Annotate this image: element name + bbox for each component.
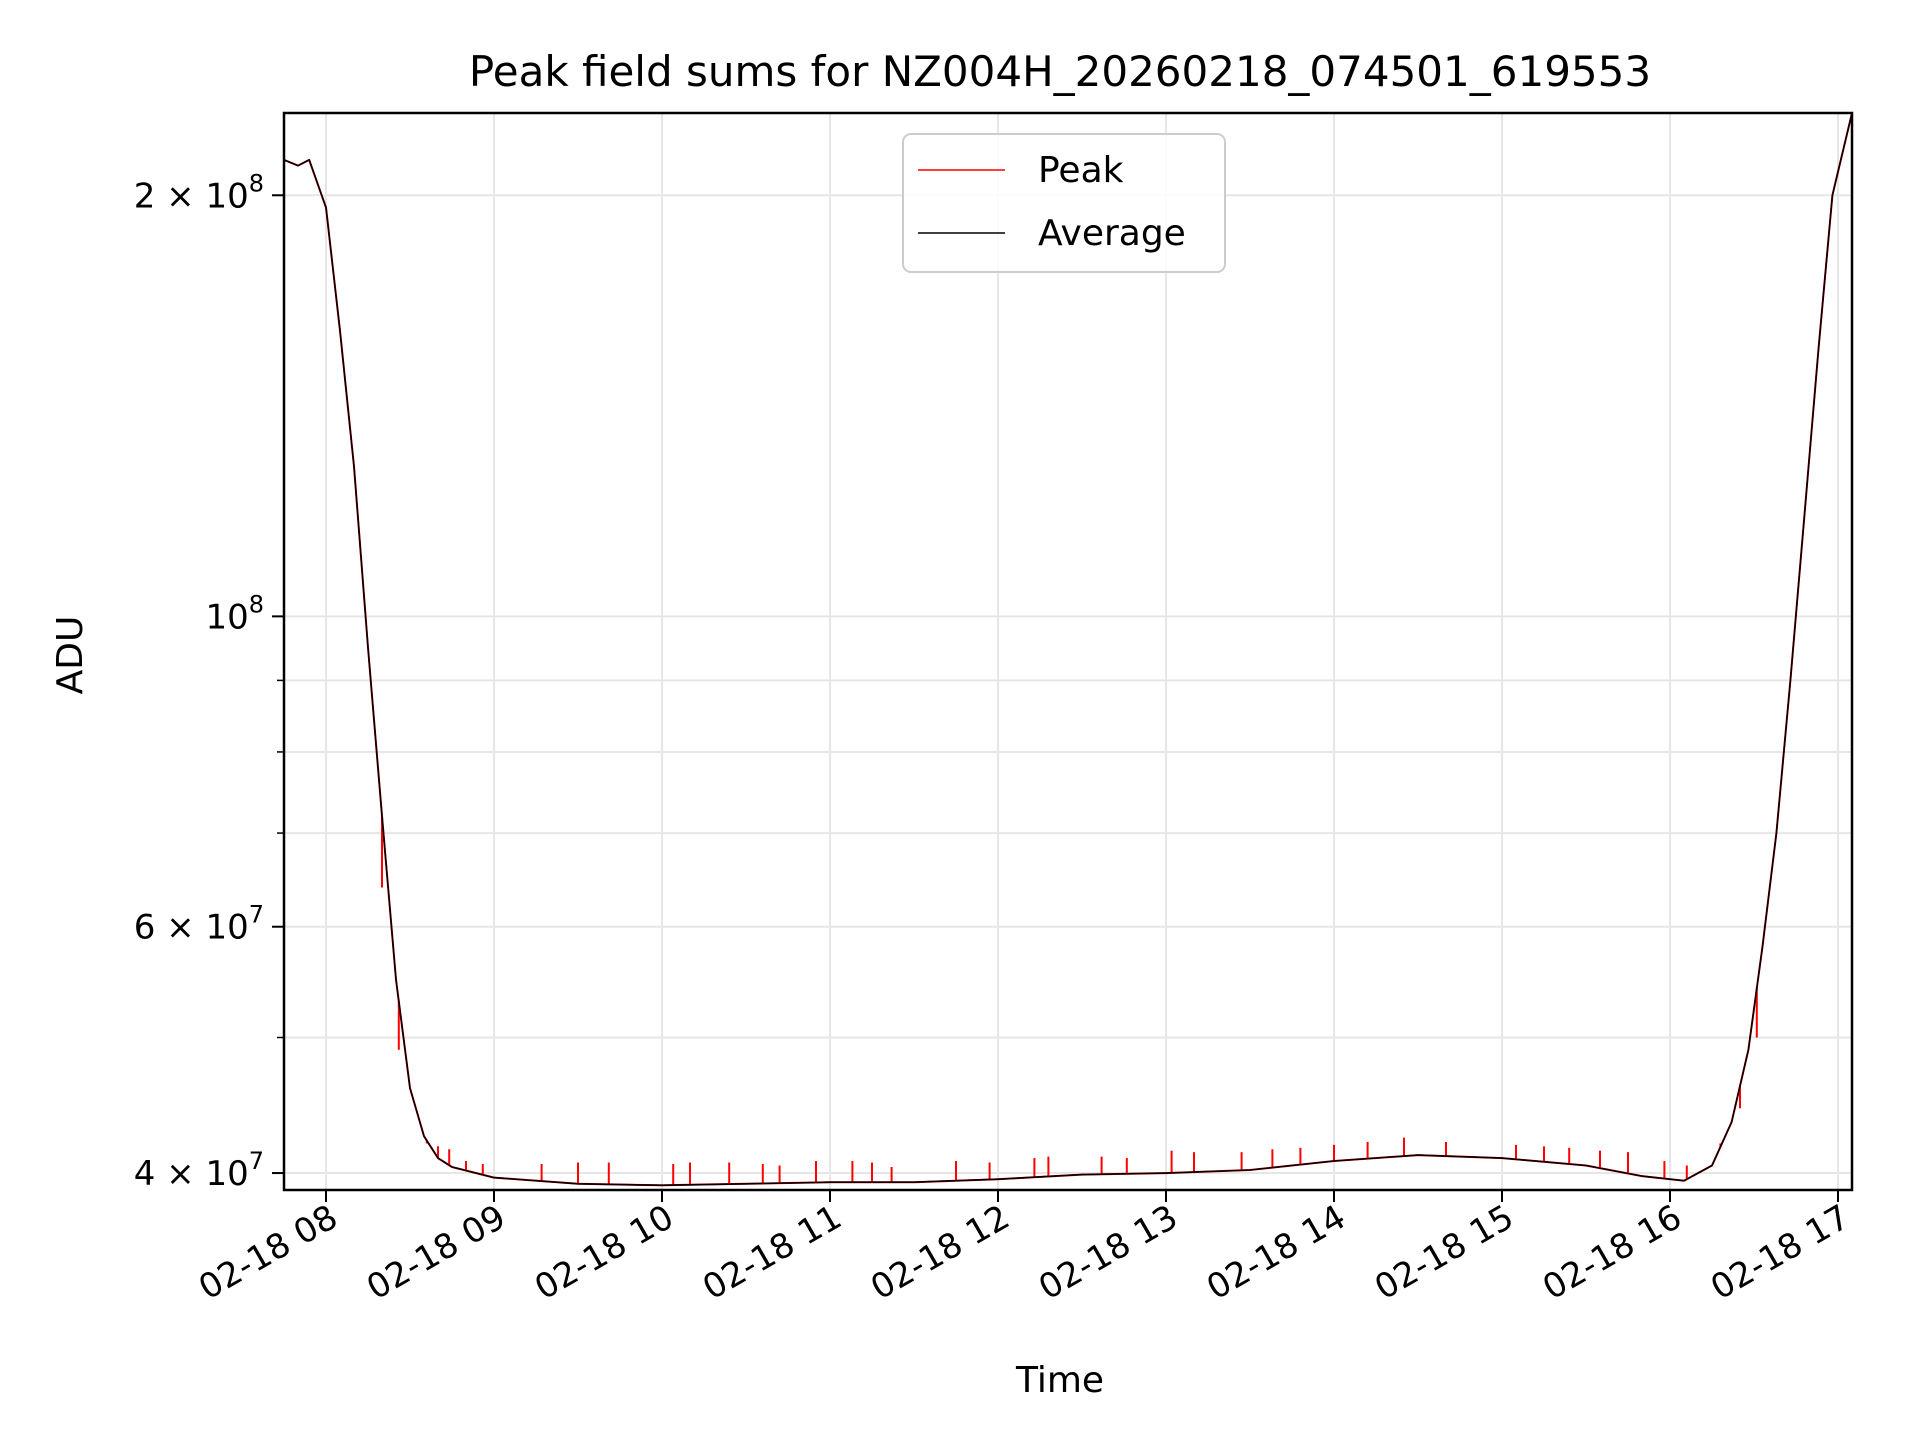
plot-frame xyxy=(282,111,1854,1192)
y-tick-label: 4 × 107 xyxy=(134,1147,264,1194)
plot-series xyxy=(284,113,1852,1187)
x-axis-label: Time xyxy=(1015,1360,1104,1401)
y-tick-label: 108 xyxy=(205,590,264,637)
legend-label-peak: Peak xyxy=(1038,150,1124,191)
legend: Peak Average xyxy=(902,133,1226,273)
series-line-average xyxy=(284,113,1852,1187)
legend-label-average: Average xyxy=(1038,213,1186,254)
y-axis-label: ADU xyxy=(50,616,91,695)
y-tick-label: 6 × 107 xyxy=(134,901,264,948)
chart-title: Peak field sums for NZ004H_20260218_0745… xyxy=(469,47,1651,96)
y-tick-label: 2 × 108 xyxy=(134,169,264,216)
grid xyxy=(284,113,1852,1190)
legend-box xyxy=(902,133,1226,273)
